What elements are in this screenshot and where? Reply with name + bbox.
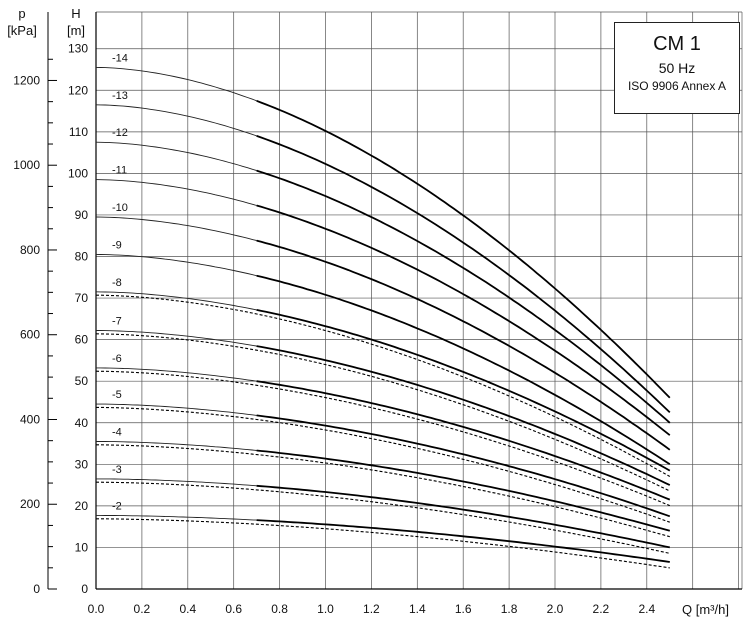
- curve-labels: -2 -3 -4 -5 -6 -7 -8 -9 -10 -11 -12 -13 -14: [112, 52, 128, 512]
- curve-bold--12: [256, 169, 671, 424]
- curve-bold--8: [256, 309, 671, 472]
- curves: [95, 66, 671, 569]
- chart-title: CM 1: [653, 33, 701, 55]
- x-tick-label: 1.6: [455, 602, 472, 616]
- pressure-tick-label: 0: [33, 582, 40, 596]
- curve-bold--4: [256, 449, 671, 532]
- curve-bold--13: [256, 135, 671, 414]
- curve-label--13: -13: [112, 90, 128, 102]
- curve-label--4: -4: [112, 426, 122, 438]
- x-tick-label: 1.4: [409, 602, 426, 616]
- y-tick-label: 80: [75, 250, 89, 264]
- curve-bold--6: [256, 380, 671, 501]
- chart-subtitle-frequency: 50 Hz: [658, 60, 696, 76]
- curve-label--14: -14: [112, 52, 128, 64]
- y-tick-label: 90: [75, 208, 89, 222]
- x-tick-label: 2.0: [547, 602, 564, 616]
- pressure-tick-label: 600: [20, 328, 40, 342]
- curve-label--2: -2: [112, 500, 122, 512]
- pressure-axis-label: p: [18, 6, 25, 21]
- pressure-axis-unit: [kPa]: [7, 23, 37, 38]
- head-axis-unit: [m]: [67, 23, 85, 38]
- curve-bold--10: [256, 239, 671, 451]
- curve-dashed--5: [96, 406, 670, 523]
- curve-thin--13: [95, 104, 257, 137]
- chart-subtitle-standard: ISO 9906 Annex A: [627, 79, 727, 93]
- x-tick-label: 1.0: [317, 602, 334, 616]
- curve-thin--8: [95, 291, 257, 311]
- curve-label--8: -8: [112, 277, 122, 289]
- chart-title-box: CM 1 50 Hz ISO 9906 Annex A: [614, 22, 740, 114]
- curve-bold--7: [256, 345, 671, 486]
- curve-bold--2: [256, 519, 670, 563]
- y-tick-label: 40: [75, 416, 89, 430]
- y-tick-label: 120: [68, 83, 88, 97]
- y-tick-label: 50: [75, 374, 89, 388]
- pressure-tick-label: 400: [20, 412, 40, 426]
- y-tick-label: 60: [75, 333, 89, 347]
- curve-label--5: -5: [112, 389, 122, 401]
- y-tick-label: 0: [81, 582, 88, 596]
- curve-thin--11: [95, 179, 257, 206]
- pressure-tick-label: 1200: [13, 73, 40, 87]
- y-tick-label: 130: [68, 42, 88, 56]
- x-tick-label: 1.8: [501, 602, 518, 616]
- curve-thin--10: [95, 216, 257, 242]
- y-tick-labels: 0 10 20 30 40 50 60 70 80 90 100 110 120 130: [68, 42, 88, 596]
- x-axis-label: Q [m³/h]: [682, 602, 729, 617]
- x-tick-label: 0.2: [134, 602, 151, 616]
- y-tick-label: 100: [68, 166, 88, 180]
- x-tick-label: 2.4: [638, 602, 655, 616]
- curve-label--7: -7: [112, 315, 122, 327]
- pressure-tick-label: 800: [20, 243, 40, 257]
- y-tick-label: 70: [75, 291, 89, 305]
- curve-thin--7: [96, 330, 257, 347]
- curve-thin--9: [95, 253, 257, 277]
- x-tick-label: 0.0: [88, 602, 105, 616]
- curve-dashed--8: [96, 294, 671, 477]
- y-tick-label: 30: [75, 457, 89, 471]
- curve-dashed--3: [96, 481, 670, 554]
- curve-label--6: -6: [112, 353, 122, 365]
- y-tick-label: 110: [69, 125, 88, 139]
- curve-dashed--4: [96, 444, 670, 538]
- curve-label--9: -9: [112, 239, 122, 251]
- curve-bold--5: [256, 414, 671, 518]
- curve-label--11: -11: [112, 165, 127, 177]
- curve-dashed--2: [96, 518, 670, 569]
- curve-dashed--7: [95, 333, 671, 492]
- pressure-tick-label: 1000: [13, 158, 40, 172]
- x-tick-label: 1.2: [363, 602, 380, 616]
- curve-bold--3: [256, 484, 670, 549]
- pressure-tick-label: 200: [20, 497, 40, 511]
- curve-dashed--6: [95, 370, 671, 507]
- curve-label--3: -3: [112, 464, 122, 476]
- curve-label--12: -12: [112, 127, 128, 139]
- y-tick-label: 10: [75, 540, 89, 554]
- curve-bold--9: [256, 274, 671, 466]
- y-tick-label: 20: [75, 499, 89, 513]
- x-tick-labels: 0.0 0.2 0.4 0.6 0.8 1.0 1.2 1.4 1.6 1.8 2.0 2.2 2.4: [88, 602, 656, 616]
- curve-label--10: -10: [112, 202, 128, 214]
- curve-bold--11: [256, 204, 671, 436]
- curve-thin--6: [96, 367, 257, 382]
- pressure-tick-labels: 0 200 400 600 800 1000 1200: [13, 58, 57, 596]
- x-tick-label: 0.8: [271, 602, 288, 616]
- x-tick-label: 2.2: [593, 602, 610, 616]
- curve-thin--3: [96, 478, 257, 487]
- curve-bold--14: [256, 99, 671, 399]
- curve-thin--12: [95, 141, 257, 172]
- curve-thin--5: [96, 403, 257, 416]
- curve-thin--14: [95, 66, 257, 102]
- head-axis-label: H: [71, 6, 80, 21]
- x-tick-label: 0.4: [179, 602, 196, 616]
- curve-thin--4: [96, 441, 257, 451]
- curve-thin--2: [96, 514, 257, 521]
- x-tick-label: 0.6: [225, 602, 242, 616]
